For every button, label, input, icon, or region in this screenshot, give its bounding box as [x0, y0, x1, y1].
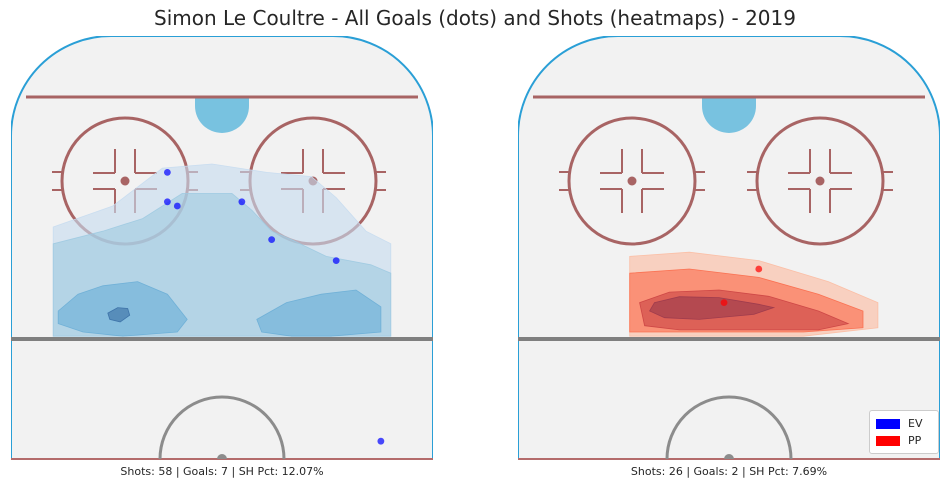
- heatmap-contour-level-4-4: [107, 307, 131, 323]
- rink-surface: [518, 36, 940, 460]
- legend-entry-ev: EV: [876, 415, 932, 432]
- goal-dot-2: [720, 299, 728, 306]
- heatmap-contour-level-3-3: [256, 289, 382, 337]
- legend-label-ev: EV: [908, 417, 923, 430]
- stats-caption-left: Shots: 58 | Goals: 7 | SH Pct: 12.07%: [120, 465, 324, 478]
- chart-title: Simon Le Coultre - All Goals (dots) and …: [154, 6, 796, 30]
- rink-left-panel: [11, 36, 433, 460]
- faceoff-dot: [815, 176, 825, 186]
- shot-heatmap-ev: [52, 163, 392, 337]
- legend-label-pp: PP: [908, 434, 922, 447]
- goal-dot-4: [268, 236, 276, 244]
- center-circle: [665, 395, 793, 460]
- faceoff-circle-left: [559, 116, 705, 246]
- faceoff-ring: [755, 116, 885, 246]
- center-dot: [217, 454, 227, 459]
- center-circle: [158, 395, 286, 460]
- faceoff-ring: [567, 116, 697, 246]
- goal-crease: [702, 97, 756, 133]
- faceoff-dot: [627, 176, 637, 186]
- goal-dot-1: [755, 265, 763, 273]
- faceoff-dot: [120, 176, 130, 186]
- stats-caption-right: Shots: 26 | Goals: 2 | SH Pct: 7.69%: [630, 465, 828, 478]
- heatmap-contour-level-4-3: [649, 296, 776, 320]
- legend-entry-pp: PP: [876, 432, 932, 449]
- goal-dot-6: [377, 437, 385, 445]
- rink-right-panel: [518, 36, 940, 460]
- goal-dot-2: [173, 202, 181, 210]
- goal-dot-7: [163, 198, 171, 206]
- rink-boards: [518, 36, 940, 460]
- goal-dot-5: [332, 257, 340, 264]
- faceoff-circle-right: [747, 116, 893, 246]
- legend-swatch-ev: [876, 418, 900, 429]
- shot-heatmap-pp: [629, 251, 879, 337]
- goal-crease: [195, 97, 249, 133]
- legend: EV PP: [869, 410, 939, 454]
- goal-dot-3: [238, 198, 246, 206]
- center-dot: [724, 454, 734, 459]
- goal-dots-pp: [720, 265, 763, 306]
- goal-dot-1: [163, 169, 171, 176]
- legend-swatch-pp: [876, 435, 900, 446]
- goal-dots-ev: [163, 169, 385, 445]
